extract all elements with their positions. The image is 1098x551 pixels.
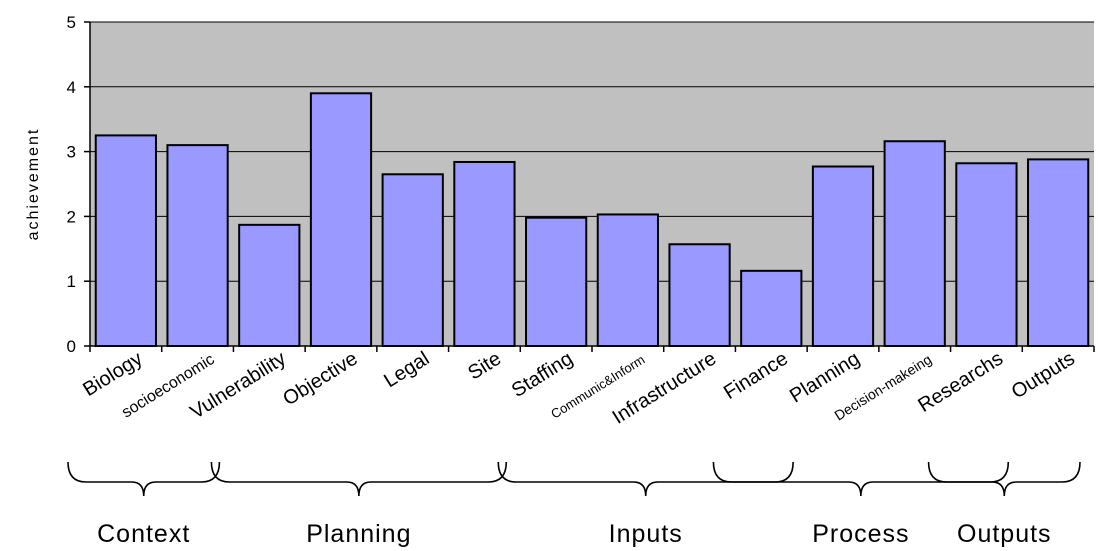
category-groups: Context Planning Inputs Process Outputs: [67, 461, 1081, 548]
y-tick-label: 5: [67, 13, 76, 32]
y-tick-label: 4: [67, 78, 76, 97]
category-label: Legal: [380, 348, 433, 393]
category-label: Objective: [279, 348, 361, 411]
category-label: Site: [464, 348, 505, 385]
group-brace: [67, 461, 221, 497]
bars: [89, 92, 1095, 352]
bar-site: [453, 160, 516, 347]
group-label: Inputs: [609, 520, 683, 548]
category-label: Biology: [79, 348, 146, 401]
group-label: Outputs: [957, 520, 1052, 548]
group-brace: [210, 461, 508, 497]
group-label: Context: [97, 520, 190, 548]
bar-infrastructure: [668, 243, 731, 348]
bar-planning: [811, 165, 875, 347]
bar-researchs: [955, 162, 1018, 347]
bar-staffing: [525, 216, 588, 347]
y-tick-label: 2: [67, 207, 76, 226]
bar-biology: [94, 134, 157, 347]
bar-vulnerability: [238, 223, 301, 348]
category-label: Staffing: [508, 348, 577, 402]
group-brace: [497, 461, 794, 497]
group-label: Process: [812, 520, 909, 548]
category-labels: BiologysocioeconomicVulnerabilityObjecti…: [79, 348, 1079, 429]
bar-communic-inform: [596, 213, 659, 347]
category-label: Finance: [720, 348, 792, 404]
bar-outputs: [1027, 158, 1090, 347]
category-label: Outputs: [1008, 348, 1079, 404]
y-tick-label: 1: [67, 272, 76, 291]
bar-finance: [740, 269, 803, 347]
bar-legal: [381, 173, 444, 347]
y-axis-label: achievement: [25, 128, 42, 241]
group-brace: [712, 461, 1010, 497]
y-ticks: 0 1 2 3 4 5: [67, 13, 90, 356]
bar-objective: [309, 92, 373, 347]
group-brace: [927, 461, 1081, 497]
bar-decision-makeing: [883, 140, 946, 347]
group-label: Planning: [306, 520, 411, 548]
y-tick-label: 3: [67, 143, 76, 162]
y-tick-label: 0: [67, 337, 76, 356]
bar-socioeconomic: [166, 144, 229, 347]
